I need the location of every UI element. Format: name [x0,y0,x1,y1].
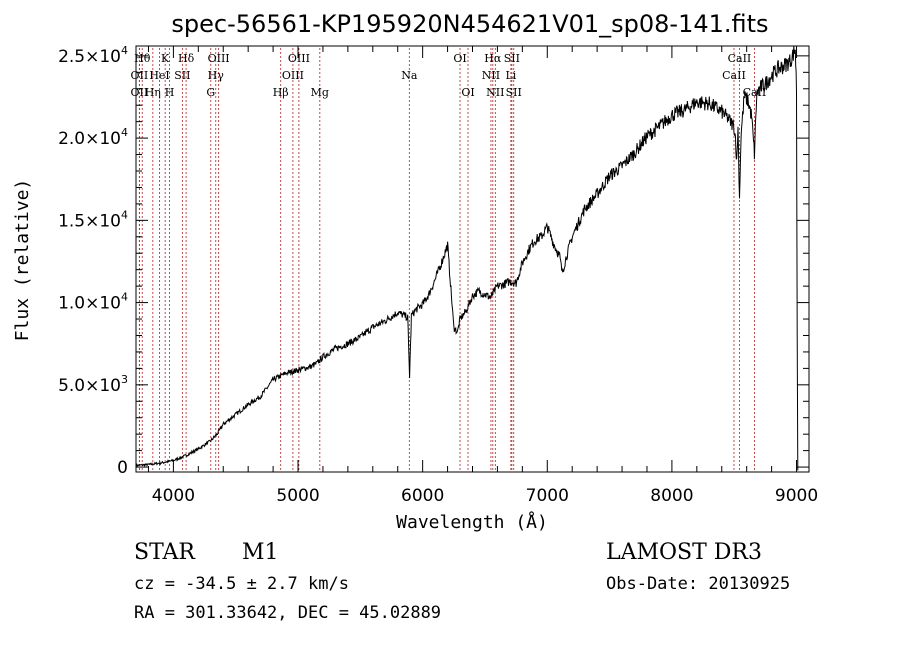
object-subclass: M1 [242,540,279,565]
line-label-15: Mg [311,86,329,99]
survey-name: LAMOST DR3 [606,540,762,565]
y-tick-label: 1.0×104 [58,291,128,314]
line-label-12: Hβ [273,86,289,99]
x-tick-label: 7000 [526,486,569,506]
line-label-23: SII [504,52,520,65]
line-label-10: Hγ [208,69,225,82]
line-label-7: SII [174,69,190,82]
line-label-5: K [161,52,170,65]
line-label-3: Hη [145,86,161,99]
redshift-velocity: cz = -34.5 ± 2.7 km/s [134,574,349,594]
chart-title: spec-56561-KP195920N454621V01_sp08-141.f… [171,10,768,38]
y-tick-label: 0 [117,458,128,478]
line-label-18: OI [461,86,474,99]
y-tick-label: 1.5×104 [58,208,128,231]
x-tick-label: 8000 [650,486,693,506]
x-tick-label: 6000 [401,486,444,506]
line-label-11: OIII [208,52,230,65]
x-tick-label: 4000 [152,486,195,506]
observation-date: Obs-Date: 20130925 [606,574,791,594]
line-label-21: NII [486,86,504,99]
spectral-line-labels: HθOIIOIIHηHeIKHSIIHδGHγOIIIHβOIIIOIIIMgN… [131,52,767,99]
object-class: STAR [134,540,195,565]
coordinates: RA = 301.33642, DEC = 45.02889 [134,603,442,623]
y-tick-label: 2.0×104 [58,126,128,149]
line-label-19: NII [482,69,500,82]
line-label-1: OII [131,69,149,82]
x-tick-label: 5000 [276,486,319,506]
line-label-2: OII [131,86,149,99]
line-label-13: OIII [282,69,304,82]
line-label-8: Hδ [178,52,195,65]
y-axis: 0 5.0×103 1.0×104 1.5×104 2.0×104 2.5×104 [58,44,809,478]
line-label-4: HeI [149,69,169,82]
line-label-9: G [206,86,215,99]
y-axis-label: Flux (relative) [12,179,33,342]
spectral-line-markers [138,48,755,472]
spectrum-line [135,46,799,471]
line-label-24: SII [506,86,522,99]
y-tick-label: 2.5×104 [58,44,128,67]
line-label-25: CaII [722,69,746,82]
line-label-14: OIII [288,52,310,65]
line-label-17: OI [453,52,466,65]
line-label-22: Li [505,69,516,82]
line-label-20: Hα [484,52,502,65]
y-tick-label: 5.0×103 [58,373,128,396]
x-tick-label: 9000 [775,486,818,506]
line-label-6: H [165,86,175,99]
x-axis-label: Wavelength (Å) [396,511,548,533]
x-axis: 4000 5000 6000 7000 8000 9000 [147,46,818,506]
line-label-16: Na [401,69,418,82]
line-label-26: CaII [728,52,752,65]
line-label-0: Hθ [134,52,151,65]
